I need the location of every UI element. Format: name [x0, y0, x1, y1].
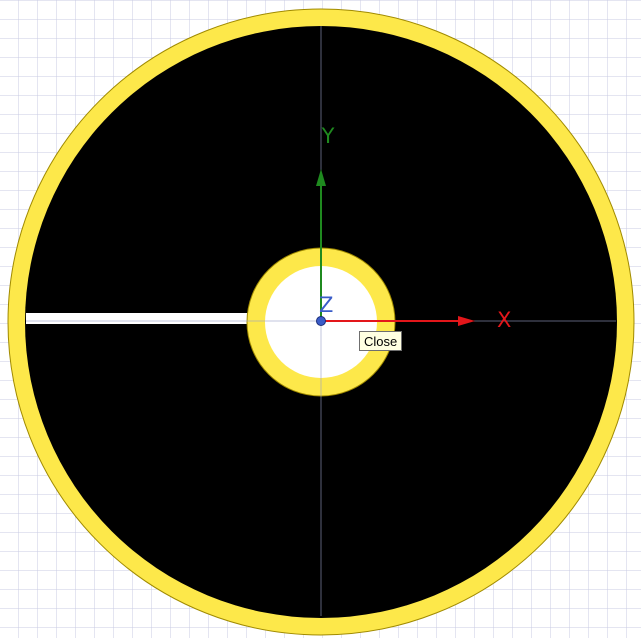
- y-axis-arrowhead: [316, 169, 326, 186]
- z-axis-label: Z: [319, 293, 333, 317]
- x-axis-arrowhead: [458, 316, 475, 326]
- close-tooltip: Close: [359, 331, 403, 351]
- tooltip-text: Close: [364, 334, 398, 349]
- y-axis-label: Y: [321, 124, 335, 148]
- x-axis-label: X: [497, 308, 511, 332]
- coordinate-triad[interactable]: X Y Z: [316, 124, 511, 332]
- origin-point[interactable]: [316, 316, 326, 326]
- radial-slot[interactable]: [26, 313, 250, 324]
